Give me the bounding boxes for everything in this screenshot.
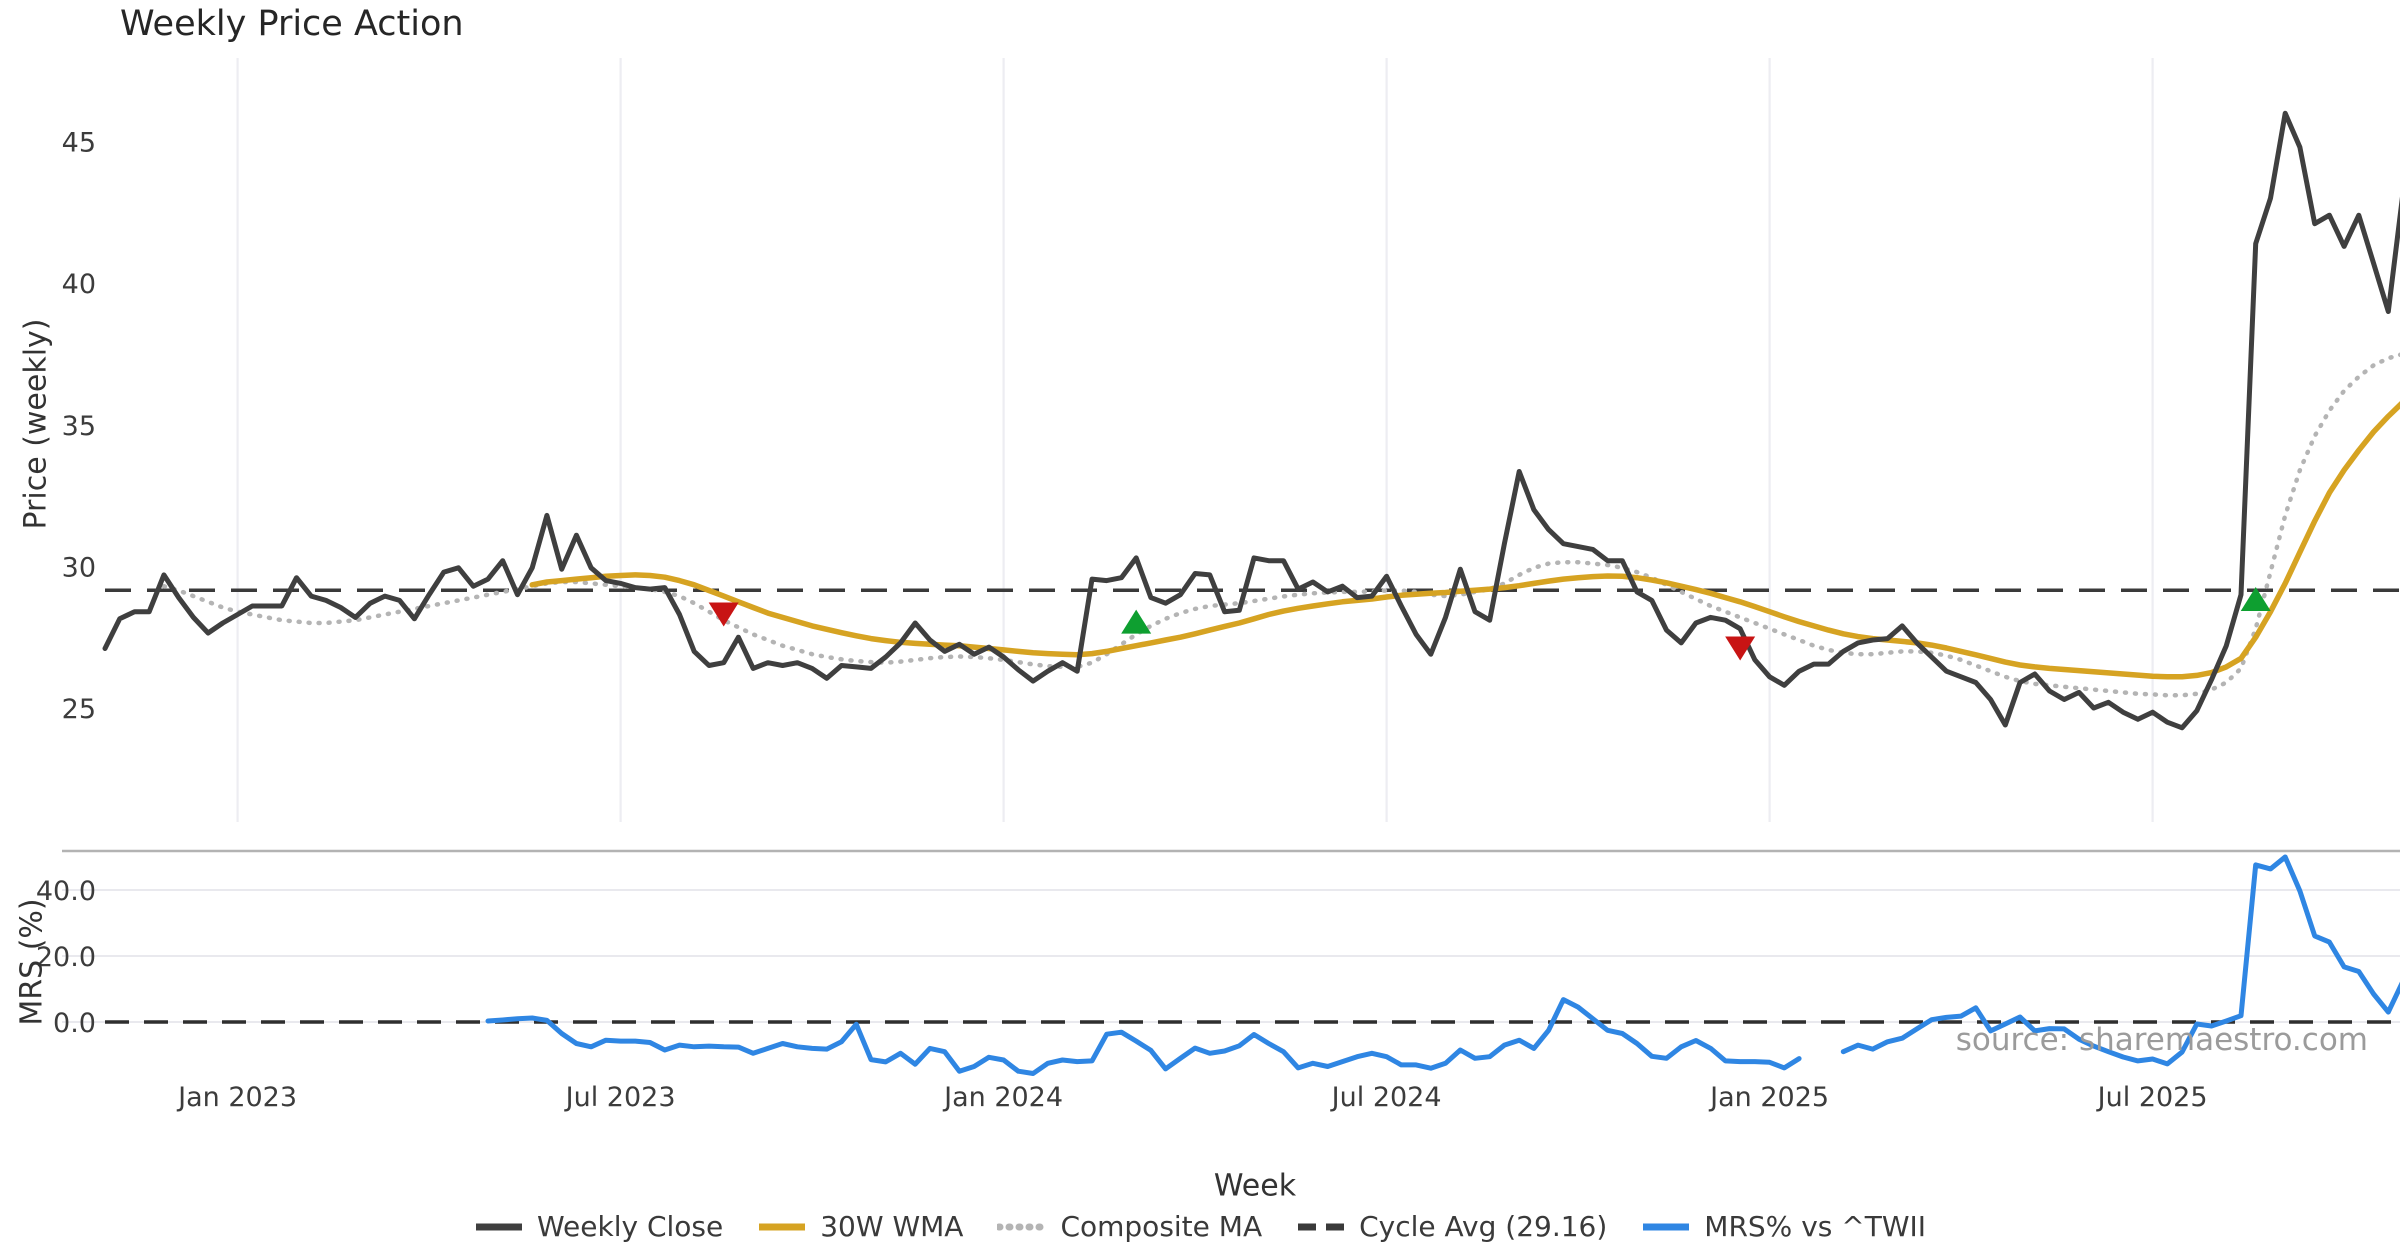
x-tick-label: Jan 2025 [1708,1082,1829,1113]
x-tick-label: Jul 2024 [1330,1082,1442,1113]
weekly-close-line [102,110,2400,731]
x-tick-label: Jul 2023 [564,1082,676,1113]
legend-label: Cycle Avg (29.16) [1359,1210,1608,1243]
sell-marker [708,602,739,627]
mrs-line [485,854,2400,1076]
legend-swatch-dashed [1298,1223,1345,1230]
mrs-axis-label: MRS (%) [14,898,50,1026]
price-tick-label: 45 [62,128,96,159]
legend-label: Composite MA [1060,1210,1263,1243]
x-tick-label: Jan 2023 [176,1082,297,1113]
legend-item-2: Composite MA [997,1210,1262,1243]
legend-swatch-solid [1643,1223,1690,1230]
x-tick-label: Jul 2025 [2096,1082,2208,1113]
legend-swatch-dotted [997,1223,1048,1230]
source-watermark: source: sharemaestro.com [1955,1022,2368,1058]
legend-label: 30W WMA [820,1210,964,1243]
legend-swatch-solid [475,1223,522,1230]
price-tick-label: 35 [62,411,96,442]
legend-item-0: Weekly Close [474,1210,723,1243]
legend-item-3: Cycle Avg (29.16) [1296,1210,1607,1243]
mrs-tick-label: 40.0 [36,876,96,907]
legend-item-1: 30W WMA [757,1210,963,1243]
buy-marker [2240,586,2271,611]
mrs-tick-label: 20.0 [36,942,96,973]
price-axis-label: Price (weekly) [18,318,54,530]
chart-title: Weekly Price Action [120,4,464,44]
composite-ma-line [161,352,2400,698]
legend-label: Weekly Close [536,1210,724,1243]
sell-marker [1725,636,1756,661]
mrs-tick-label: 0.0 [53,1008,96,1039]
wma-line [529,401,2400,680]
x-tick-label: Jan 2024 [942,1082,1063,1113]
legend-item-4: MRS% vs ^TWII [1641,1210,1926,1243]
price-tick-label: 30 [62,552,96,583]
legend-swatch-solid [759,1223,806,1230]
legend-label: MRS% vs ^TWII [1704,1210,1927,1243]
price-tick-label: 40 [62,269,96,300]
buy-marker [1121,609,1152,634]
chart-legend: Weekly Close 30W WMA Composite MA Cycle … [0,1210,2400,1243]
price-tick-label: 25 [62,694,96,725]
week-axis-label: Week [1213,1168,1297,1204]
